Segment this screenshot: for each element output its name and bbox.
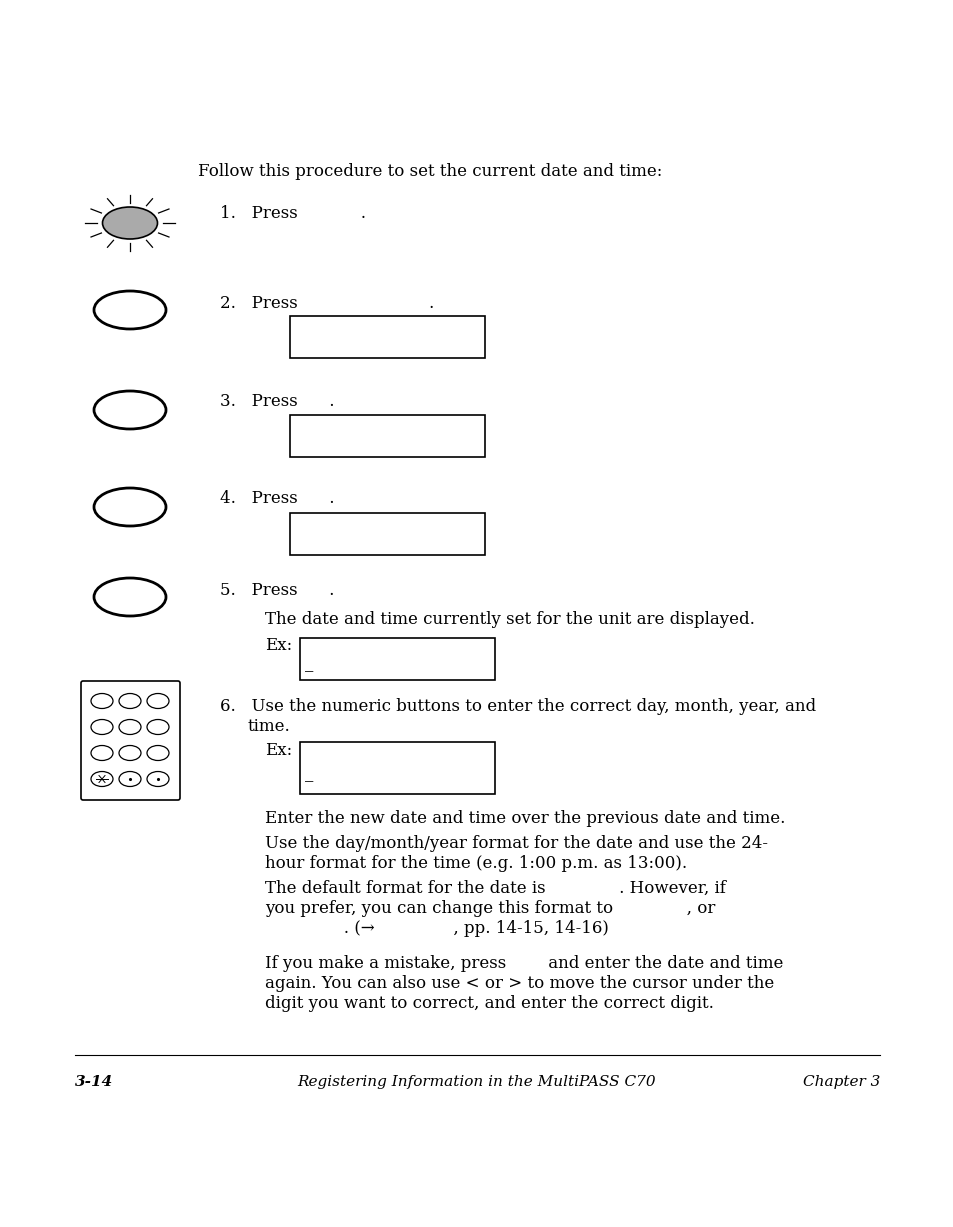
Ellipse shape	[147, 772, 169, 787]
Ellipse shape	[119, 746, 141, 761]
Text: Registering Information in the MultiPASS C70: Registering Information in the MultiPASS…	[297, 1075, 656, 1090]
Text: digit you want to correct, and enter the correct digit.: digit you want to correct, and enter the…	[265, 995, 713, 1012]
Text: 3.   Press      .: 3. Press .	[220, 393, 335, 410]
Text: Use the day/month/year format for the date and use the 24-: Use the day/month/year format for the da…	[265, 836, 767, 852]
Text: 1.   Press            .: 1. Press .	[220, 205, 366, 222]
FancyBboxPatch shape	[81, 681, 180, 800]
Text: 3-14: 3-14	[75, 1075, 113, 1090]
Text: The default format for the date is              . However, if: The default format for the date is . How…	[265, 880, 725, 897]
Bar	[290, 317, 484, 358]
Text: Chapter 3: Chapter 3	[801, 1075, 879, 1090]
Ellipse shape	[94, 488, 166, 526]
Text: Enter the new date and time over the previous date and time.: Enter the new date and time over the pre…	[265, 810, 784, 827]
Ellipse shape	[147, 719, 169, 735]
Ellipse shape	[91, 719, 112, 735]
Text: you prefer, you can change this format to              , or: you prefer, you can change this format t…	[265, 899, 715, 917]
Text: The date and time currently set for the unit are displayed.: The date and time currently set for the …	[265, 611, 754, 628]
Text: time.: time.	[248, 718, 291, 735]
Text: 6.   Use the numeric buttons to enter the correct day, month, year, and: 6. Use the numeric buttons to enter the …	[220, 698, 815, 715]
Bar	[299, 742, 495, 794]
Ellipse shape	[94, 578, 166, 616]
Ellipse shape	[147, 693, 169, 708]
Ellipse shape	[119, 719, 141, 735]
Ellipse shape	[119, 772, 141, 787]
Bar	[299, 638, 495, 680]
Bar	[290, 415, 484, 456]
Text: 4.   Press      .: 4. Press .	[220, 490, 335, 507]
Text: Follow this procedure to set the current date and time:: Follow this procedure to set the current…	[198, 163, 661, 180]
Ellipse shape	[102, 207, 157, 239]
Ellipse shape	[91, 746, 112, 761]
Text: _: _	[305, 764, 313, 782]
Text: . (→               , pp. 14-15, 14-16): . (→ , pp. 14-15, 14-16)	[265, 920, 608, 937]
Text: hour format for the time (e.g. 1:00 p.m. as 13:00).: hour format for the time (e.g. 1:00 p.m.…	[265, 855, 686, 872]
Ellipse shape	[94, 391, 166, 429]
Text: 5.   Press      .: 5. Press .	[220, 582, 334, 599]
Text: Ex:: Ex:	[265, 742, 292, 760]
Bar	[290, 513, 484, 555]
Text: _: _	[305, 655, 313, 672]
Text: If you make a mistake, press        and enter the date and time: If you make a mistake, press and enter t…	[265, 955, 782, 972]
Ellipse shape	[94, 291, 166, 329]
Ellipse shape	[147, 746, 169, 761]
Ellipse shape	[119, 693, 141, 708]
Text: Ex:: Ex:	[265, 637, 292, 654]
Text: again. You can also use < or > to move the cursor under the: again. You can also use < or > to move t…	[265, 975, 774, 991]
Ellipse shape	[91, 772, 112, 787]
Text: 2.   Press                         .: 2. Press .	[220, 294, 434, 312]
Ellipse shape	[91, 693, 112, 708]
